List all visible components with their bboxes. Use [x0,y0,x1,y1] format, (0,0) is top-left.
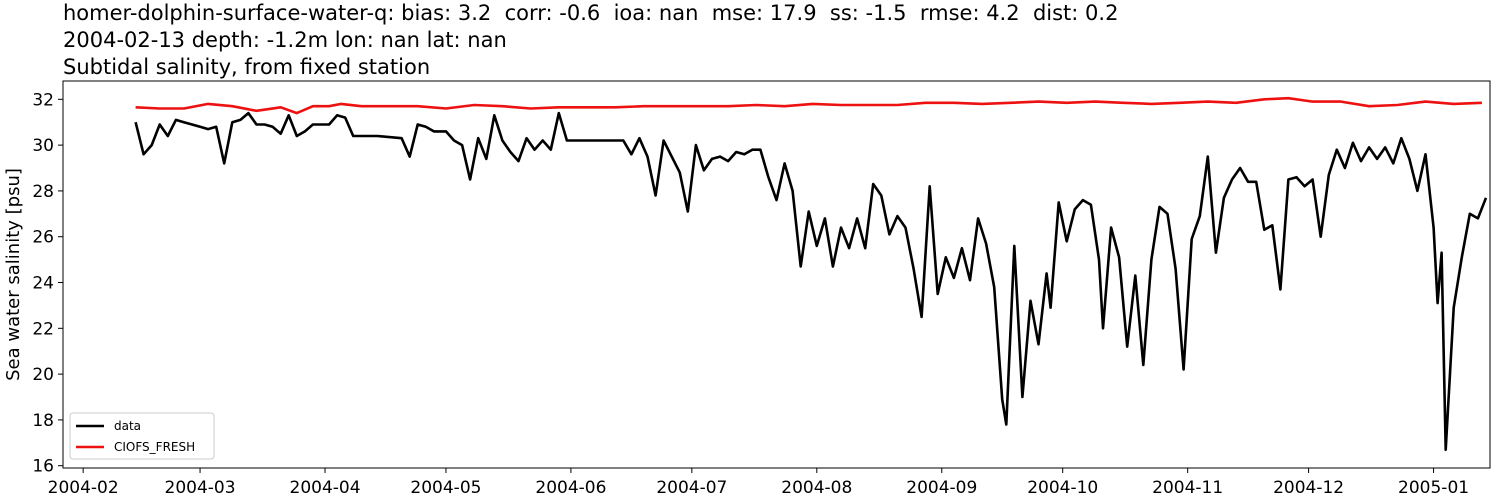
x-tick-label: 2004-08 [781,478,852,498]
x-tick-label: 2005-01 [1398,478,1469,498]
chart-title: homer-dolphin-surface-water-q: bias: 3.2… [63,0,1118,81]
title-line-2: 2004-02-13 depth: -1.2m lon: nan lat: na… [63,28,507,52]
series-line-ciofs-fresh [135,96,1482,115]
legend: data CIOFS_FRESH [69,412,215,460]
y-tick-label: 26 [32,228,54,248]
y-tick-label: 18 [32,411,54,431]
y-axis: 16 18 20 22 24 26 28 30 32 [32,90,63,477]
x-axis: 2004-02 2004-03 2004-04 2004-05 2004-06 2004-… [48,468,1469,498]
y-tick-label: 22 [32,319,54,339]
y-tick-label: 28 [32,182,54,202]
y-tick-label: 24 [32,274,54,294]
x-tick-label: 2004-11 [1152,478,1223,498]
x-tick-label: 2004-05 [410,478,481,498]
x-tick-label: 2004-06 [535,478,606,498]
y-axis-label: Sea water salinity [psu] [3,168,24,381]
y-tick-label: 32 [32,90,54,110]
x-tick-label: 2004-02 [48,478,119,498]
series-line-data [134,111,1488,451]
x-tick-label: 2004-12 [1273,478,1344,498]
plot-area [62,80,1491,469]
y-tick-label: 16 [32,457,54,477]
x-tick-label: 2004-09 [906,478,977,498]
legend-label-data: data [114,419,141,433]
y-tick-label: 30 [32,136,54,156]
x-tick-label: 2004-10 [1027,478,1098,498]
x-tick-label: 2004-04 [290,478,361,498]
x-tick-label: 2004-03 [165,478,236,498]
plot-frame [62,80,1491,469]
legend-label-ciofs-fresh: CIOFS_FRESH [114,440,195,454]
y-tick-label: 20 [32,365,54,385]
legend-box [69,412,215,460]
title-line-1: homer-dolphin-surface-water-q: bias: 3.2… [63,1,1119,25]
x-tick-label: 2004-07 [656,478,727,498]
title-line-3: Subtidal salinity, from fixed station [63,55,431,79]
